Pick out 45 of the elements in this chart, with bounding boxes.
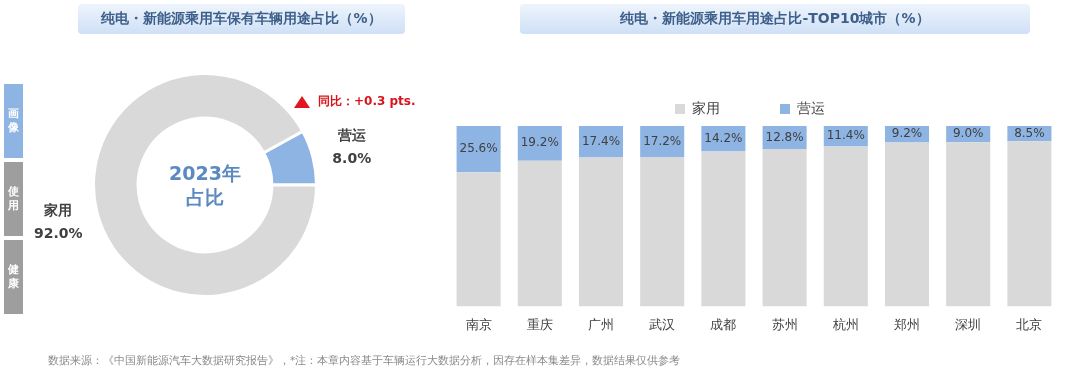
text: 健康: [7, 263, 20, 291]
text: 同比：+0.3 pts.: [318, 93, 416, 110]
slice-label: 家用: [43, 202, 73, 219]
bar: [640, 157, 685, 307]
bar: [578, 157, 624, 307]
data-label: 8.5%: [1014, 125, 1045, 140]
source-note: 数据来源：《中国新能源汽车大数据研究报告》，*注：本章内容基于车辆运行大数据分析，因存在样本集差异，数据结果仅供参考: [48, 354, 681, 368]
bar: [884, 142, 930, 307]
bar: [701, 151, 746, 307]
legend-label: 家用: [692, 99, 720, 116]
x-tick-label: 南京: [465, 316, 492, 332]
text: 2023年占比: [168, 161, 242, 209]
slice-label: 营运: [336, 126, 367, 143]
data-label: 11.4%: [826, 128, 865, 143]
data-label: 19.2%: [520, 135, 559, 150]
x-tick-label: 武汉: [649, 316, 676, 332]
chart-title: 纯电・新能源乘用车保有车辆用途占比（%）: [78, 4, 405, 34]
bar: [823, 146, 868, 307]
chart-title: 纯电・新能源乘用车用途占比-TOP10城市（%）: [520, 4, 1030, 34]
data-label: 17.2%: [643, 133, 682, 148]
x-tick-label: 杭州: [831, 316, 859, 332]
x-tick-label: 深圳: [955, 316, 982, 332]
bar: [946, 142, 991, 307]
data-label: 12.8%: [765, 129, 804, 144]
x-tick-label: 苏州: [771, 316, 798, 332]
bar: [456, 126, 501, 173]
data-label: 14.2%: [704, 130, 743, 145]
bar: [517, 160, 562, 307]
data-label: 9.0%: [952, 126, 984, 141]
bar: [456, 172, 501, 307]
data-label: 17.4%: [581, 133, 621, 148]
x-tick-label: 广州: [588, 316, 614, 332]
x-tick-label: 重庆: [526, 316, 553, 332]
data-label: 9.2%: [891, 126, 923, 141]
text: 使用: [7, 185, 20, 213]
legend-label: 营运: [797, 99, 825, 116]
bar: [762, 149, 807, 307]
data-label: 8.0%: [332, 149, 372, 166]
data-label: 25.6%: [459, 141, 498, 156]
text: 画像: [7, 107, 20, 135]
x-tick-label: 成都: [710, 316, 737, 332]
data-label: 92.0%: [33, 225, 83, 242]
x-tick-label: 北京: [1016, 316, 1043, 332]
x-tick-label: 郑州: [894, 316, 920, 332]
bar: [1007, 141, 1052, 307]
